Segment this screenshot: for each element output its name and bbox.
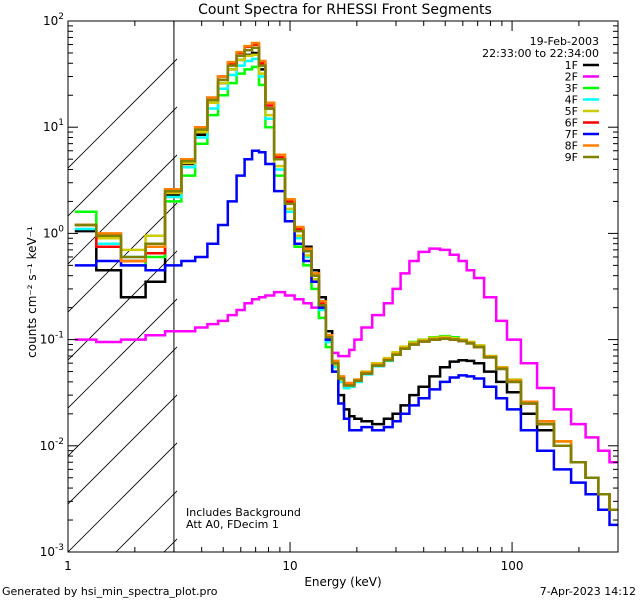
annotation-background: Includes Background xyxy=(186,506,301,519)
hatch-line xyxy=(68,58,177,169)
x-axis-ticks: 1 10 100 xyxy=(64,21,619,573)
legend-label-6F: 6F xyxy=(565,117,578,130)
y-axis-label: counts cm⁻² s⁻¹ keV⁻¹ xyxy=(25,226,39,358)
legend-label-2F: 2F xyxy=(565,71,578,84)
footer-generated-by: Generated by hsi_min_spectra_plot.pro xyxy=(2,585,218,598)
y-axis-ticks: 10-3 10-2 10-1 100 101 102 xyxy=(40,12,618,559)
series-line-9F xyxy=(74,46,618,511)
y-tick-label: 102 xyxy=(43,12,64,28)
background-hatch-region xyxy=(68,58,177,552)
y-tick-label: 10-1 xyxy=(40,331,64,347)
legend-label-7F: 7F xyxy=(565,128,578,141)
chart-title: Count Spectra for RHESSI Front Segments xyxy=(198,2,492,18)
legend-label-4F: 4F xyxy=(565,94,578,107)
y-tick-label: 10-2 xyxy=(40,437,64,453)
x-tick-label: 100 xyxy=(501,559,524,573)
y-tick-label: 101 xyxy=(43,118,64,134)
footer-timestamp: 7-Apr-2023 14:12 xyxy=(540,585,636,598)
hatch-line xyxy=(68,394,177,505)
annotation-attenuator: Att A0, FDecim 1 xyxy=(186,518,279,531)
hatch-line xyxy=(68,202,177,313)
hatch-line xyxy=(68,106,177,217)
legend-label-9F: 9F xyxy=(565,151,578,164)
x-tick-label: 10 xyxy=(282,559,297,573)
y-tick-label: 100 xyxy=(43,224,64,240)
legend-label-5F: 5F xyxy=(565,105,578,118)
time-range-label: 22:33:00 to 22:34:00 xyxy=(482,47,599,60)
plot-frame xyxy=(67,20,619,553)
legend-label-3F: 3F xyxy=(565,82,578,95)
hatch-line xyxy=(68,250,177,361)
legend-label-1F: 1F xyxy=(565,59,578,72)
series-group xyxy=(74,41,618,527)
x-axis-label: Energy (keV) xyxy=(304,575,381,589)
legend-label-8F: 8F xyxy=(565,140,578,153)
series-line-7F xyxy=(74,149,618,527)
date-label: 19-Feb-2003 xyxy=(530,35,599,48)
y-tick-label: 10-3 xyxy=(40,543,64,559)
series-line-2F xyxy=(74,247,618,464)
x-tick-label: 1 xyxy=(64,559,72,573)
hatch-line xyxy=(68,442,177,552)
